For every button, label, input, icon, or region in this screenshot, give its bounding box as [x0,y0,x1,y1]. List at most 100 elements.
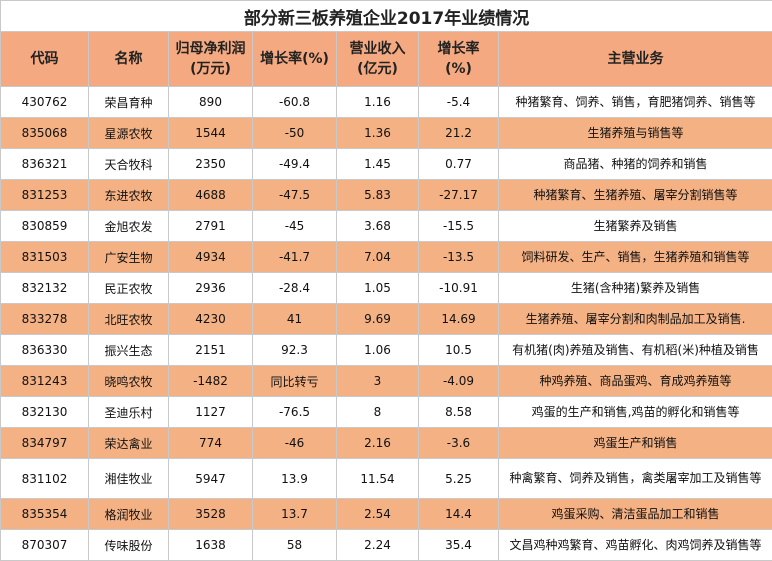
cell-business: 有机猪(肉)养殖及销售、有机稻(米)种植及销售 [499,335,772,366]
header-profit-label: 归母净利润(万元) [174,39,248,79]
cell-profit: 1638 [169,530,253,561]
cell-business: 商品猪、种猪的饲养和销售 [499,149,772,180]
cell-revenue: 5.83 [337,180,419,211]
header-row: 代码 名称 归母净利润(万元) 增长率(%) 营业收入(亿元) 增长率(%) 主… [1,32,772,87]
cell-name: 民正农牧 [89,273,169,304]
cell-revenue-growth: -3.6 [419,428,499,459]
cell-name: 荣达禽业 [89,428,169,459]
cell-profit-growth: -45 [253,211,337,242]
cell-profit: 2791 [169,211,253,242]
cell-business: 鸡蛋生产和销售 [499,428,772,459]
cell-code: 835354 [1,499,89,530]
cell-profit: 5947 [169,459,253,499]
cell-revenue-growth: -5.4 [419,87,499,118]
cell-revenue: 1.06 [337,335,419,366]
cell-name: 格润牧业 [89,499,169,530]
cell-revenue: 9.69 [337,304,419,335]
cell-revenue: 11.54 [337,459,419,499]
cell-name: 天合牧科 [89,149,169,180]
cell-name: 北旺农牧 [89,304,169,335]
header-revenue-growth-label: 增长率(%) [434,39,484,79]
header-revenue-label: 营业收入(亿元) [343,39,413,79]
cell-code: 836330 [1,335,89,366]
cell-profit: 4934 [169,242,253,273]
cell-revenue-growth: 35.4 [419,530,499,561]
cell-revenue-growth: -27.17 [419,180,499,211]
cell-business: 种禽繁育、饲养及销售，禽类屠宰加工及销售等 [499,459,772,499]
cell-name: 东进农牧 [89,180,169,211]
cell-code: 832132 [1,273,89,304]
header-revenue: 营业收入(亿元) [337,32,419,87]
cell-profit-growth: -47.5 [253,180,337,211]
cell-revenue-growth: -10.91 [419,273,499,304]
cell-code: 833278 [1,304,89,335]
cell-code: 430762 [1,87,89,118]
cell-name: 圣迪乐村 [89,397,169,428]
cell-profit: 2151 [169,335,253,366]
header-profit-growth: 增长率(%) [253,32,337,87]
cell-profit: 2936 [169,273,253,304]
cell-profit-growth: -60.8 [253,87,337,118]
cell-revenue-growth: -13.5 [419,242,499,273]
cell-profit-growth: -49.4 [253,149,337,180]
cell-name: 广安生物 [89,242,169,273]
cell-name: 荣昌育种 [89,87,169,118]
cell-code: 832130 [1,397,89,428]
cell-revenue: 1.45 [337,149,419,180]
cell-profit-growth: 58 [253,530,337,561]
header-profit: 归母净利润(万元) [169,32,253,87]
cell-profit: 774 [169,428,253,459]
cell-revenue: 7.04 [337,242,419,273]
table-title: 部分新三板养殖企业2017年业绩情况 [1,1,772,32]
cell-revenue: 2.24 [337,530,419,561]
cell-profit: 1127 [169,397,253,428]
cell-revenue-growth: -15.5 [419,211,499,242]
cell-revenue: 1.36 [337,118,419,149]
cell-name: 传味股份 [89,530,169,561]
cell-business: 种猪繁育、饲养、销售，育肥猪饲养、销售等 [499,87,772,118]
header-name: 名称 [89,32,169,87]
cell-revenue: 2.16 [337,428,419,459]
header-business: 主营业务 [499,32,772,87]
cell-revenue-growth: 0.77 [419,149,499,180]
data-table-container: 部分新三板养殖企业2017年业绩情况 代码 名称 归母净利润(万元) 增长率(%… [0,0,772,532]
cell-revenue-growth: -4.09 [419,366,499,397]
cell-business: 鸡蛋采购、清洁蛋品加工和销售 [499,499,772,530]
cell-profit-growth: -28.4 [253,273,337,304]
cell-profit: 1544 [169,118,253,149]
cell-revenue: 2.54 [337,499,419,530]
cell-profit: 890 [169,87,253,118]
cell-profit-growth: 92.3 [253,335,337,366]
cell-revenue: 1.05 [337,273,419,304]
cell-code: 835068 [1,118,89,149]
cell-business: 种猪繁育、生猪养殖、屠宰分割销售等 [499,180,772,211]
cell-business: 鸡蛋的生产和销售,鸡苗的孵化和销售等 [499,397,772,428]
cell-code: 836321 [1,149,89,180]
cell-code: 830859 [1,211,89,242]
cell-name: 晓鸣农牧 [89,366,169,397]
cell-profit: 3528 [169,499,253,530]
cell-code: 831102 [1,459,89,499]
cell-code: 831243 [1,366,89,397]
cell-profit-growth: 13.9 [253,459,337,499]
cell-code: 834797 [1,428,89,459]
cell-revenue-growth: 8.58 [419,397,499,428]
cell-revenue: 8 [337,397,419,428]
header-code: 代码 [1,32,89,87]
cell-business: 生猪繁养及销售 [499,211,772,242]
cell-business: 种鸡养殖、商品蛋鸡、育成鸡养殖等 [499,366,772,397]
cell-profit-growth: -50 [253,118,337,149]
cell-business: 饲料研发、生产、销售，生猪养殖和销售等 [499,242,772,273]
cell-profit: 4688 [169,180,253,211]
